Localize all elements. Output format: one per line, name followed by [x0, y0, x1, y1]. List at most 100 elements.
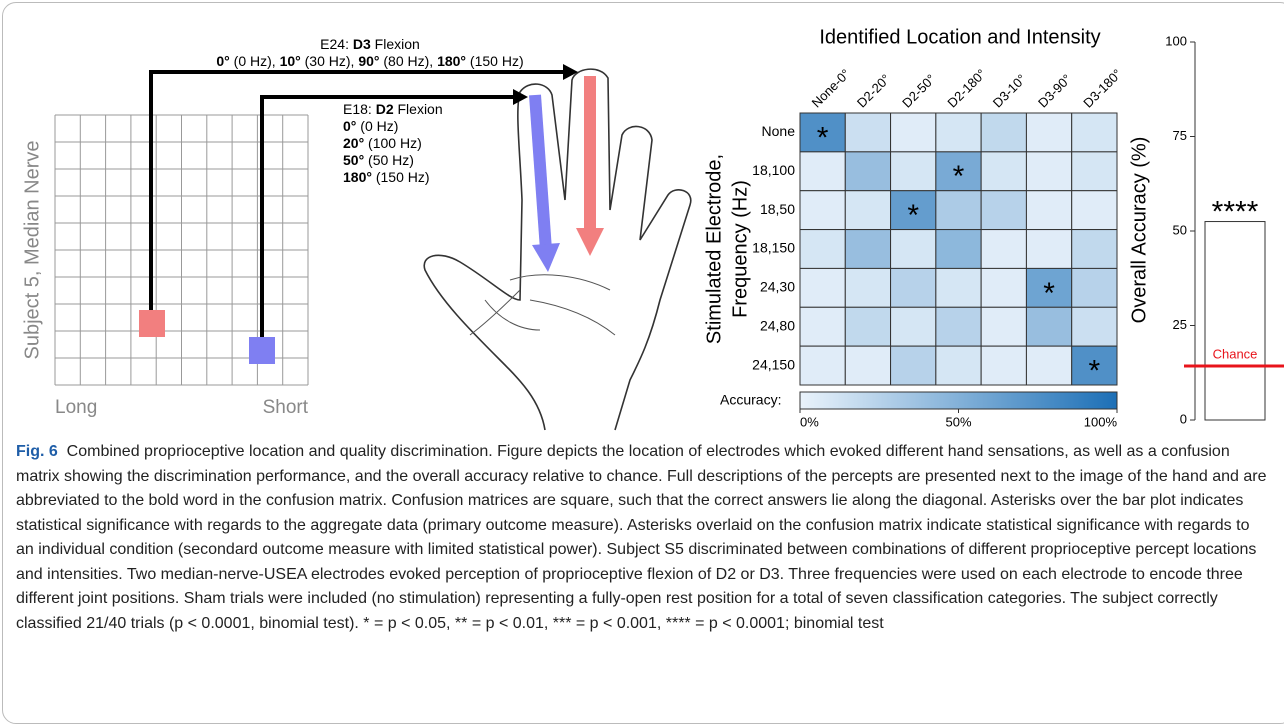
significance-marker: *	[907, 199, 919, 232]
cell	[891, 230, 936, 269]
y-tick-label: 75	[1173, 128, 1187, 143]
cell	[936, 230, 981, 269]
cell	[845, 268, 890, 307]
cell	[891, 307, 936, 346]
chart-title: Identified Location and Intensity	[819, 26, 1100, 48]
x-tick-label: D3-90°	[1035, 71, 1074, 110]
cell	[891, 113, 936, 152]
angle: 180°	[437, 53, 466, 69]
angle: 10°	[280, 53, 301, 69]
cell	[800, 346, 845, 385]
significance-marker: *	[953, 160, 965, 193]
cell	[845, 307, 890, 346]
y-tick-label: 0	[1180, 411, 1187, 426]
cell	[981, 113, 1026, 152]
long-label: Long	[55, 397, 97, 418]
y-tick-label: None	[762, 123, 796, 139]
e18-title: E18: D2 Flexion	[343, 101, 443, 117]
significance-marker: *	[817, 121, 829, 154]
heatmap: Identified Location and IntensityStimula…	[703, 26, 1124, 429]
cell	[1026, 346, 1071, 385]
level: 180° (150 Hz)	[343, 169, 430, 185]
e24-leader-head	[563, 64, 578, 80]
cell	[1072, 268, 1117, 307]
figure: Subject 5, Median Nerve Long Short E24: …	[0, 0, 1284, 432]
cell	[845, 152, 890, 191]
cell	[981, 191, 1026, 230]
d2-arrow-head	[532, 243, 560, 272]
e18-electrode	[249, 337, 275, 364]
frequency: (30 Hz),	[301, 53, 359, 69]
level: 0° (0 Hz)	[343, 118, 398, 134]
cell	[936, 268, 981, 307]
colorbar-label: Accuracy:	[720, 392, 781, 408]
caption: Fig. 6 Combined proprioceptive location …	[16, 440, 1268, 636]
y-tick-label: 50	[1173, 222, 1187, 237]
y-tick-label: 100	[1165, 33, 1187, 48]
e24-electrode	[139, 310, 165, 337]
colorbar-tick-label: 0%	[800, 414, 819, 429]
digit: D3	[353, 36, 371, 52]
colorbar-tick-label: 50%	[945, 414, 971, 429]
bar	[1205, 222, 1265, 420]
electrode: E18:	[343, 101, 376, 117]
digit: D2	[376, 101, 394, 117]
x-tick-label: D2-50°	[899, 71, 938, 110]
cell	[845, 346, 890, 385]
angle: 50°	[343, 152, 364, 168]
cell	[936, 346, 981, 385]
cell	[1072, 152, 1117, 191]
cell	[981, 346, 1026, 385]
cell	[800, 152, 845, 191]
frequency: (150 Hz)	[466, 53, 524, 69]
motion: Flexion	[371, 36, 420, 52]
cell	[981, 152, 1026, 191]
cell	[845, 230, 890, 269]
cell	[1072, 191, 1117, 230]
cell	[1026, 152, 1071, 191]
d3-arrow-head	[576, 228, 604, 256]
d2-arrow	[535, 95, 546, 250]
frequency: (100 Hz)	[364, 135, 422, 151]
angle: 0°	[216, 53, 229, 69]
cell	[845, 113, 890, 152]
y-axis-label: Frequency (Hz)	[729, 180, 751, 318]
x-tick-label: None-0°	[809, 66, 853, 110]
cell	[1026, 307, 1071, 346]
cell	[936, 113, 981, 152]
x-tick-label: D3-180°	[1080, 66, 1124, 110]
page: Subject 5, Median Nerve Long Short E24: …	[0, 0, 1284, 710]
y-tick-label: 18,100	[752, 162, 795, 178]
y-tick-label: 18,150	[752, 240, 795, 256]
angle: 180°	[343, 169, 372, 185]
frequency: (50 Hz)	[364, 152, 414, 168]
cell	[981, 230, 1026, 269]
cell	[1026, 191, 1071, 230]
cell	[936, 191, 981, 230]
bar-annotation: ****	[1212, 195, 1259, 228]
x-tick-label: D2-180°	[944, 66, 988, 110]
cell	[891, 152, 936, 191]
level: 50° (50 Hz)	[343, 152, 414, 168]
e24-levels: 0° (0 Hz), 10° (30 Hz), 90° (80 Hz), 180…	[216, 53, 523, 69]
caption-label: Fig. 6	[16, 443, 58, 460]
cell	[891, 346, 936, 385]
electrode: E24:	[320, 36, 353, 52]
significance-marker: *	[1089, 354, 1101, 387]
y-tick-label: 24,80	[760, 317, 795, 333]
y-tick-label: 25	[1173, 317, 1187, 332]
e18-levels: 0° (0 Hz)20° (100 Hz)50° (50 Hz)180° (15…	[343, 118, 430, 185]
cell	[800, 307, 845, 346]
cell	[981, 268, 1026, 307]
angle: 90°	[358, 53, 379, 69]
cell	[800, 191, 845, 230]
significance-marker: *	[1043, 277, 1055, 310]
frequency: (0 Hz)	[356, 118, 398, 134]
cell	[891, 268, 936, 307]
caption-text: Combined proprioceptive location and qua…	[16, 443, 1266, 632]
e24-title: E24: D3 Flexion	[320, 36, 420, 52]
frequency: (80 Hz),	[379, 53, 437, 69]
motion: Flexion	[394, 101, 443, 117]
hand-outline	[424, 69, 691, 430]
